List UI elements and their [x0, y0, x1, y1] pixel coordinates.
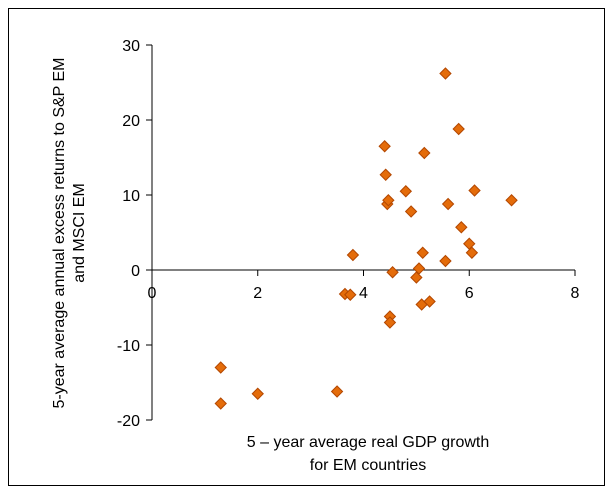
- data-point: [404, 205, 418, 218]
- data-point: [251, 387, 264, 400]
- data-point: [441, 197, 455, 211]
- data-point: [214, 397, 227, 410]
- data-point: [214, 361, 227, 374]
- data-points: [214, 67, 518, 410]
- x-tick-label: 0: [148, 285, 157, 302]
- data-point: [346, 248, 360, 262]
- x-tick-label: 4: [359, 285, 368, 302]
- data-point: [452, 122, 465, 136]
- data-point: [330, 385, 344, 398]
- axes: [146, 44, 576, 421]
- x-tick-label: 8: [571, 285, 580, 302]
- data-point: [383, 316, 397, 329]
- data-point: [344, 288, 357, 301]
- y-axis-label-line-2: and MSCI EM: [71, 183, 88, 283]
- data-point: [418, 146, 431, 160]
- x-tick-label: 6: [465, 285, 474, 302]
- data-point: [412, 262, 426, 275]
- y-tick-label: -20: [117, 413, 140, 430]
- y-tick-label: 20: [122, 113, 140, 130]
- data-point: [465, 246, 479, 259]
- y-axis-label-line-1: 5-year average annual excess returns to …: [51, 58, 68, 409]
- x-tick-label: 2: [253, 285, 262, 302]
- data-point: [410, 271, 423, 284]
- data-point: [416, 246, 429, 259]
- data-point: [468, 184, 481, 197]
- y-tick-labels: -20 -10 0 10 20 30: [117, 38, 140, 430]
- x-axis-label-line-1: 5 – year average real GDP growth: [247, 434, 490, 451]
- x-axis-label-line-2: for EM countries: [310, 457, 426, 474]
- data-point: [386, 266, 399, 279]
- x-tick-labels: 0 2 4 6 8: [148, 285, 580, 302]
- data-point: [455, 221, 468, 234]
- data-point: [423, 295, 436, 308]
- y-tick-label: 30: [122, 38, 140, 55]
- data-point: [439, 254, 452, 268]
- data-point: [382, 194, 395, 207]
- data-point: [399, 185, 413, 198]
- data-point: [439, 67, 452, 80]
- y-tick-label: -10: [117, 338, 140, 355]
- data-point: [505, 194, 518, 207]
- chart-frame: [8, 8, 605, 486]
- data-point: [463, 237, 476, 250]
- y-tick-label: 10: [122, 188, 140, 205]
- y-tick-label: 0: [131, 263, 140, 280]
- data-point: [378, 140, 391, 153]
- data-point: [379, 168, 392, 181]
